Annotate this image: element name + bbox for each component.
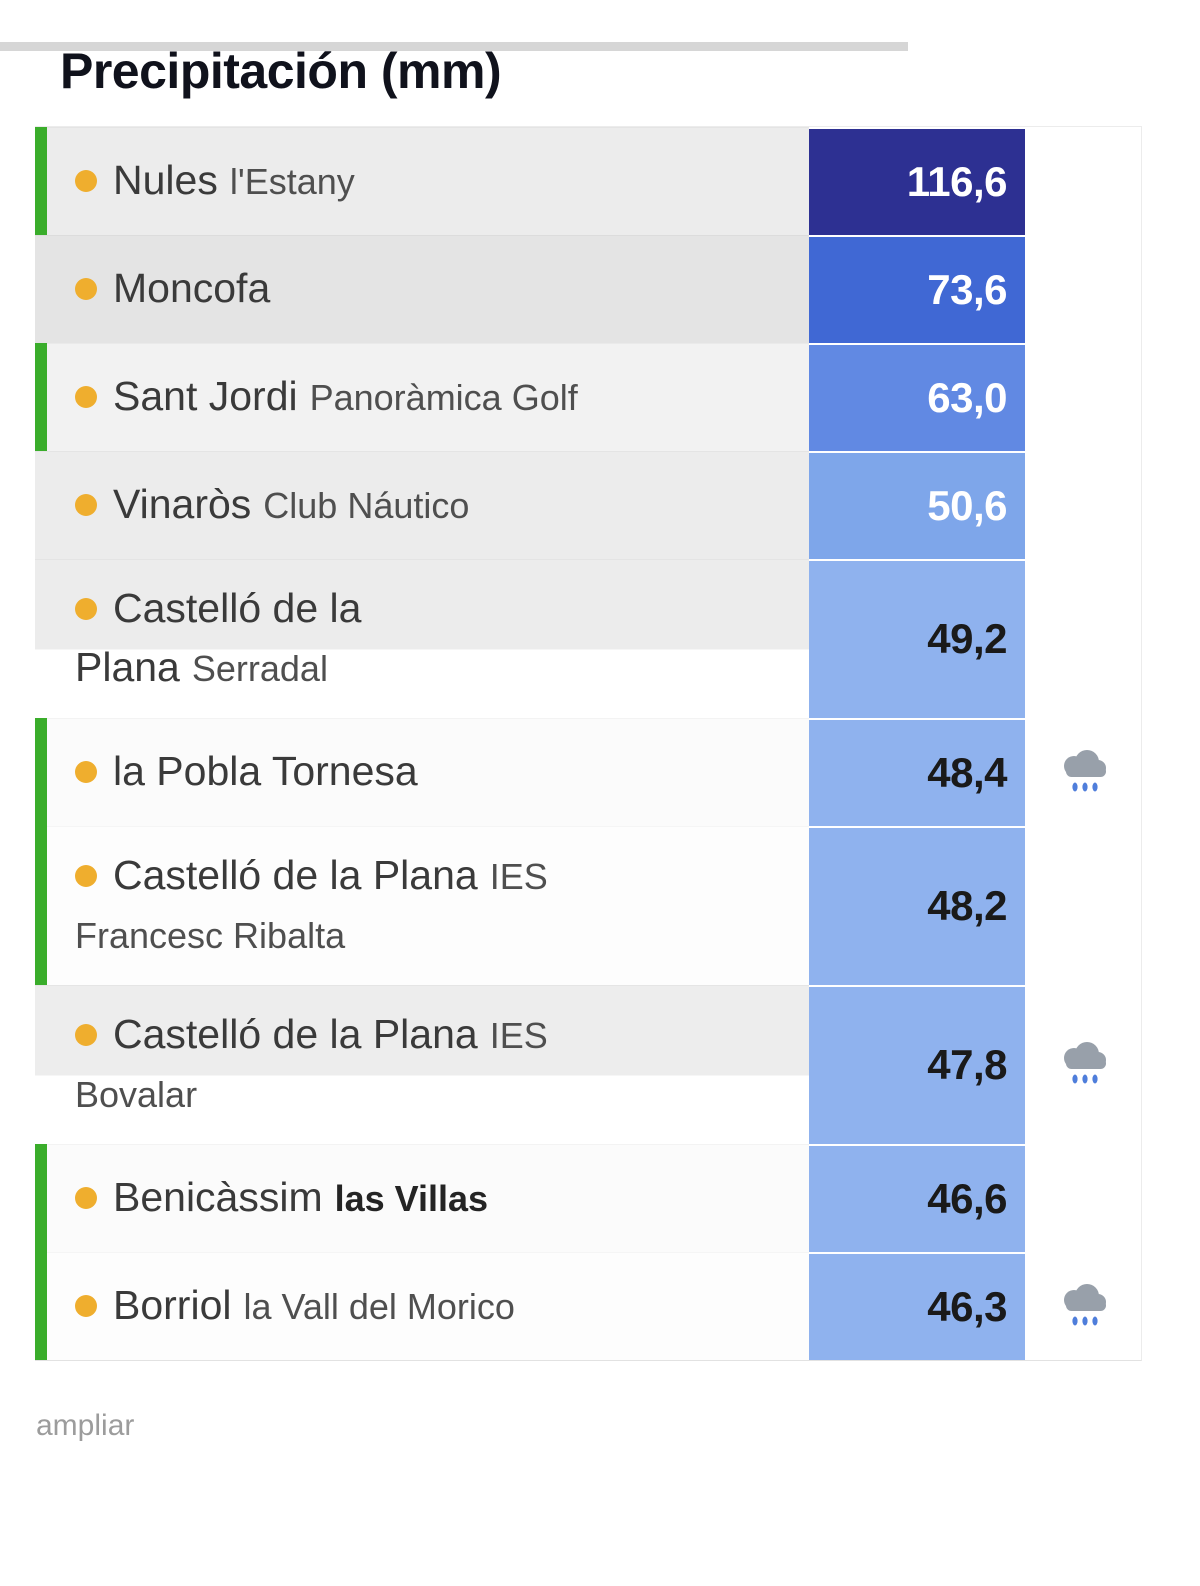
icon-cell bbox=[1025, 343, 1141, 451]
precipitation-value: 47,8 bbox=[809, 984, 1025, 1144]
station-name: Castelló de la Plana bbox=[113, 851, 478, 898]
green-bar bbox=[35, 235, 47, 343]
station-label: Castelló de la Plana IES Bovalar bbox=[47, 985, 809, 1144]
station-label: Moncofa bbox=[47, 235, 809, 343]
station-name: la Pobla Tornesa bbox=[113, 748, 418, 795]
station-label-text: Borriol la Vall del Morico bbox=[75, 1276, 515, 1335]
precipitation-value: 73,6 bbox=[809, 235, 1025, 343]
icon-cell bbox=[1025, 235, 1141, 343]
station-label-text: Castelló de la Plana IES Bovalar bbox=[75, 1005, 548, 1124]
station-label: Castelló de la Plana IES Francesc Ribalta bbox=[47, 826, 809, 985]
station-label: Vinaròs Club Náutico bbox=[47, 451, 809, 559]
green-bar bbox=[35, 1143, 47, 1252]
station-detail: Serradal bbox=[191, 648, 328, 690]
station-label-text: Nules l'Estany bbox=[75, 151, 355, 210]
icon-cell bbox=[1025, 451, 1141, 559]
station-label-text: Castelló de la Plana Serradal bbox=[75, 579, 361, 698]
station-label: Sant Jordi Panoràmica Golf bbox=[47, 343, 809, 451]
bullet-dot-icon bbox=[75, 598, 97, 620]
station-label-text: Sant Jordi Panoràmica Golf bbox=[75, 367, 578, 426]
icon-cell bbox=[1025, 825, 1141, 985]
icon-cell bbox=[1025, 1143, 1141, 1252]
green-bar bbox=[35, 127, 47, 235]
icon-cell bbox=[1025, 717, 1141, 826]
bullet-dot-icon bbox=[75, 1186, 97, 1209]
station-label: Borriol la Vall del Morico bbox=[47, 1252, 809, 1360]
station-row[interactable]: Castelló de la Plana IES Bovalar 47,8 bbox=[35, 984, 1141, 1144]
station-name: Castelló de la Plana bbox=[75, 585, 362, 691]
station-row[interactable]: Nules l'Estany 116,6 bbox=[35, 127, 1141, 235]
station-row[interactable]: Castelló de la Plana Serradal 49,2 bbox=[35, 559, 1141, 718]
icon-cell bbox=[1025, 559, 1141, 718]
station-detail: la Vall del Morico bbox=[243, 1285, 515, 1327]
precipitation-value: 48,4 bbox=[809, 717, 1025, 826]
station-name: Borriol bbox=[113, 1281, 232, 1328]
station-label: Nules l'Estany bbox=[47, 127, 809, 235]
bullet-dot-icon bbox=[75, 494, 97, 517]
green-bar bbox=[35, 717, 47, 826]
green-bar bbox=[35, 825, 47, 985]
station-row[interactable]: Castelló de la Plana IES Francesc Ribalta… bbox=[35, 825, 1141, 985]
station-row[interactable]: Sant Jordi Panoràmica Golf 63,0 bbox=[35, 343, 1141, 451]
precipitation-value: 63,0 bbox=[809, 343, 1025, 451]
station-row[interactable]: Moncofa 73,6 bbox=[35, 235, 1141, 343]
station-name: Nules bbox=[113, 157, 218, 204]
bullet-dot-icon bbox=[75, 1294, 97, 1317]
green-bar bbox=[35, 451, 47, 559]
icon-cell bbox=[1025, 1251, 1141, 1360]
station-detail: l'Estany bbox=[229, 161, 355, 203]
station-label-text: Vinaròs Club Náutico bbox=[75, 475, 469, 534]
precipitation-table: Nules l'Estany 116,6 bbox=[35, 126, 1142, 1361]
precipitation-value: 116,6 bbox=[809, 127, 1025, 235]
rain-cloud-icon bbox=[1064, 1283, 1106, 1326]
station-detail: las Villas bbox=[334, 1177, 489, 1219]
icon-cell bbox=[1025, 984, 1141, 1144]
bullet-dot-icon bbox=[75, 278, 97, 301]
green-bar bbox=[35, 559, 47, 718]
rain-cloud-icon bbox=[1064, 749, 1106, 792]
station-label: la Pobla Tornesa bbox=[47, 718, 809, 826]
station-detail: IES Francesc Ribalta bbox=[75, 855, 548, 957]
rain-cloud-icon bbox=[1064, 1042, 1106, 1084]
bullet-dot-icon bbox=[75, 170, 97, 193]
precipitation-value: 46,3 bbox=[809, 1251, 1025, 1360]
station-name: Moncofa bbox=[113, 265, 271, 312]
green-bar bbox=[35, 343, 47, 451]
station-label: Benicàssim las Villas bbox=[47, 1144, 809, 1252]
station-name: Benicàssim bbox=[113, 1173, 323, 1220]
page-title: Precipitación (mm) bbox=[60, 43, 502, 99]
station-row[interactable]: la Pobla Tornesa 48,4 bbox=[35, 717, 1141, 826]
bullet-dot-icon bbox=[75, 1023, 97, 1046]
station-label-text: la Pobla Tornesa bbox=[75, 742, 430, 801]
bullet-dot-icon bbox=[75, 864, 97, 887]
precipitation-value: 50,6 bbox=[809, 451, 1025, 559]
ampliar-link[interactable]: ampliar bbox=[36, 1408, 135, 1442]
icon-cell bbox=[1025, 127, 1141, 235]
station-label: Castelló de la Plana Serradal bbox=[47, 559, 809, 718]
station-label-text: Benicàssim las Villas bbox=[75, 1168, 488, 1227]
station-detail: Club Náutico bbox=[263, 485, 470, 527]
bullet-dot-icon bbox=[75, 761, 97, 784]
station-label-text: Castelló de la Plana IES Francesc Ribalta bbox=[75, 846, 548, 965]
bullet-dot-icon bbox=[75, 386, 97, 409]
station-name: Vinaròs bbox=[113, 481, 252, 528]
station-name: Sant Jordi bbox=[113, 373, 298, 420]
station-row[interactable]: Benicàssim las Villas 46,6 bbox=[35, 1143, 1141, 1252]
green-bar bbox=[35, 1251, 47, 1360]
station-detail: IES Bovalar bbox=[75, 1014, 548, 1116]
top-crop-bar bbox=[0, 42, 908, 51]
station-name: Castelló de la Plana bbox=[113, 1010, 478, 1057]
station-detail: Panoràmica Golf bbox=[309, 377, 578, 419]
station-row[interactable]: Vinaròs Club Náutico 50,6 bbox=[35, 451, 1141, 559]
precipitation-value: 49,2 bbox=[809, 559, 1025, 718]
station-row[interactable]: Borriol la Vall del Morico 46,3 bbox=[35, 1251, 1141, 1360]
station-label-text: Moncofa bbox=[75, 259, 282, 318]
green-bar bbox=[35, 985, 47, 1144]
precipitation-value: 48,2 bbox=[809, 825, 1025, 985]
precipitation-value: 46,6 bbox=[809, 1143, 1025, 1252]
